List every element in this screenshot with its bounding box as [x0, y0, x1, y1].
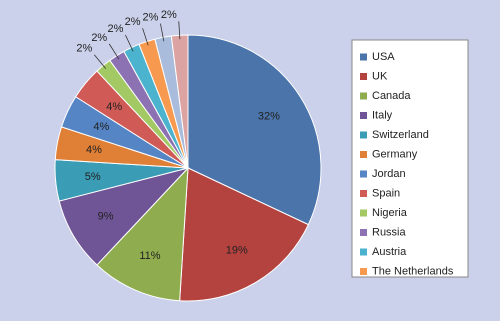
data-label: 4%: [86, 144, 102, 156]
legend-label: The Netherlands: [372, 265, 454, 277]
legend-label: Italy: [372, 109, 393, 121]
legend-swatch: [360, 92, 367, 100]
legend-swatch: [360, 112, 367, 119]
legend-swatch: [360, 151, 367, 158]
legend-label: UK: [372, 70, 388, 82]
legend-label: Jordan: [372, 168, 406, 180]
legend-swatch: [360, 170, 367, 178]
legend-swatch: [360, 209, 367, 217]
data-label: 2%: [108, 23, 124, 35]
data-label: 2%: [161, 9, 177, 21]
pie-slice: [96, 166, 189, 302]
pie-slice: [179, 167, 310, 302]
data-label: 19%: [226, 244, 248, 256]
legend-swatch: [360, 190, 367, 197]
data-label: 4%: [106, 101, 122, 113]
legend-label: Germany: [372, 148, 418, 160]
data-label: 4%: [93, 121, 109, 133]
data-label: 9%: [98, 211, 114, 223]
pie-slice: [187, 34, 322, 226]
leader-line: [178, 21, 181, 40]
legend-label: Austria: [372, 246, 407, 258]
data-label: 2%: [91, 32, 107, 44]
legend-label: Nigeria: [372, 207, 408, 219]
legend-label: Spain: [372, 187, 400, 199]
data-label: 32%: [258, 111, 280, 123]
legend-label: USA: [372, 51, 395, 63]
data-label: 11%: [139, 250, 160, 262]
leader-line: [125, 34, 134, 52]
legend-label: Canada: [372, 90, 411, 102]
legend-swatch: [360, 73, 367, 80]
legend-swatch: [360, 248, 367, 256]
data-label: 2%: [143, 12, 159, 24]
data-label: 5%: [85, 171, 101, 183]
legend-swatch: [360, 268, 367, 275]
leader-line: [142, 28, 149, 46]
legend-label: Russia: [372, 226, 407, 238]
legend-swatch: [360, 229, 367, 236]
legend-box: [351, 39, 469, 278]
data-label: 2%: [125, 16, 141, 28]
leader-line: [93, 54, 107, 69]
legend-swatch: [360, 53, 367, 61]
leader-line: [108, 43, 120, 60]
leader-line: [160, 23, 165, 42]
legend-swatch: [360, 131, 367, 139]
data-label: 2%: [76, 43, 92, 55]
legend-label: Switzerland: [372, 129, 429, 141]
